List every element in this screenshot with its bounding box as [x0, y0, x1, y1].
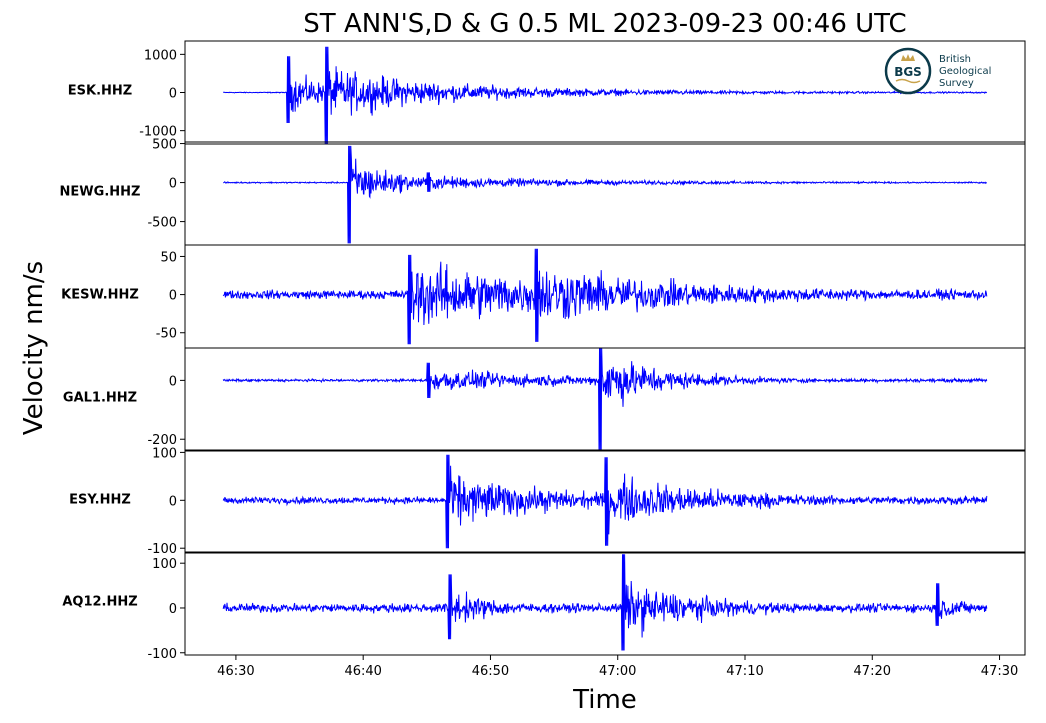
trace-newg-hhz — [223, 145, 987, 244]
bgs-logo-abbr: BGS — [894, 65, 922, 79]
y-tick-label: 500 — [152, 138, 177, 153]
bgs-logo-line3: Survey — [939, 78, 974, 89]
station-label: ESY.HHZ — [69, 493, 131, 508]
panel-frame — [184, 551, 1026, 656]
y-tick-label: 50 — [160, 250, 177, 265]
x-tick-label: 47:30 — [981, 664, 1018, 679]
panel-gal1-hhz: 0 -200 GAL1.HHZ — [63, 347, 1026, 452]
y-tick-label: -1000 — [139, 125, 177, 140]
y-tick-label: 0 — [169, 374, 177, 389]
y-tick-label: -100 — [147, 647, 177, 662]
station-label: NEWG.HHZ — [60, 185, 141, 200]
x-tick-label: 47:20 — [854, 664, 891, 679]
x-tick-label: 46:50 — [472, 664, 509, 679]
station-label: AQ12.HHZ — [62, 595, 137, 610]
y-tick-label: 0 — [169, 494, 177, 509]
y-tick-label: -100 — [147, 542, 177, 557]
panel-frame — [184, 347, 1026, 452]
y-tick-label: 0 — [169, 289, 177, 304]
x-axis-label: Time — [572, 685, 637, 715]
station-label: KESW.HHZ — [61, 288, 139, 303]
y-tick-label: 0 — [169, 177, 177, 192]
trace-gal1-hhz — [222, 347, 988, 450]
panel-esk-hhz: 1000 0 -1000 ESK.HHZ — [68, 40, 1026, 145]
y-tick-label: 0 — [169, 602, 177, 617]
bgs-logo-line1: British — [939, 54, 971, 65]
bgs-logo-crown-icon — [901, 54, 915, 61]
y-axis-label: Velocity nm/s — [19, 261, 49, 435]
x-axis: 46:30 46:40 46:50 47:00 47:10 47:20 47:30 — [217, 655, 1018, 679]
panel-kesw-hhz: 50 0 -50 KESW.HHZ — [61, 244, 1026, 349]
x-tick-label: 47:00 — [599, 664, 636, 679]
trace-kesw-hhz — [222, 248, 988, 345]
y-tick-label: -500 — [147, 216, 177, 231]
y-tick-label: -50 — [156, 327, 177, 342]
station-label: ESK.HHZ — [68, 84, 132, 99]
trace-esy-hhz — [222, 454, 988, 549]
panel-newg-hhz: 500 0 -500 NEWG.HHZ — [60, 138, 1026, 246]
y-tick-label: 100 — [152, 446, 177, 461]
station-label: GAL1.HHZ — [63, 391, 137, 406]
x-tick-label: 46:40 — [344, 664, 381, 679]
bgs-logo-waves-icon — [895, 78, 921, 84]
panel-aq12-hhz: 100 0 -100 AQ12.HHZ — [62, 551, 1026, 662]
y-tick-label: 1000 — [144, 48, 177, 63]
panels-group: 10000-1000ESK.HHZ5000-500NEWG.HHZ500-50K… — [60, 40, 1026, 662]
panel-esy-hhz: 100 0 -100 ESY.HHZ — [69, 446, 1026, 557]
x-tick-label: 47:10 — [726, 664, 763, 679]
chart-title: ST ANN'S,D & G 0.5 ML 2023-09-23 00:46 U… — [303, 9, 906, 39]
trace-esk-hhz — [222, 46, 988, 145]
y-tick-label: 0 — [169, 87, 177, 102]
x-tick-label: 46:30 — [217, 664, 254, 679]
bgs-logo: BGS British Geological Survey — [884, 47, 991, 95]
bgs-logo-line2: Geological — [939, 66, 991, 77]
y-tick-label: -200 — [147, 433, 177, 448]
y-tick-label: 100 — [152, 557, 177, 572]
panel-frame — [184, 449, 1026, 554]
trace-aq12-hhz — [222, 554, 988, 651]
panel-frame — [184, 141, 1026, 246]
